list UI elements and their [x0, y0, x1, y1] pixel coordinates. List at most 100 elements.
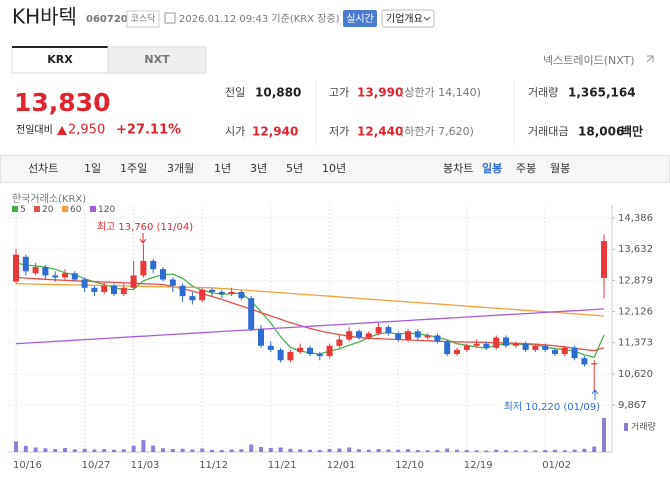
- stock-code: 060720: [86, 14, 128, 25]
- volume-bar: [72, 449, 77, 452]
- stat-value: 12,940: [252, 125, 298, 139]
- stat-value: 18,006: [578, 125, 624, 139]
- volume-bar: [592, 446, 597, 452]
- candle-body: [287, 351, 294, 361]
- legend-label: 60: [70, 205, 82, 215]
- stat-label: 저가: [329, 125, 349, 138]
- y-tick-label: 11,373: [618, 338, 653, 349]
- candle-period-button[interactable]: 월봉: [550, 162, 570, 175]
- candle-body: [120, 287, 127, 295]
- stat-label: 거래량: [528, 86, 558, 99]
- candle-body: [248, 298, 255, 330]
- candle-body: [571, 347, 578, 359]
- tab-label[interactable]: NXT: [144, 53, 170, 66]
- candle-body: [405, 331, 411, 340]
- period-button[interactable]: 1년: [214, 162, 231, 175]
- volume-bar: [82, 448, 87, 452]
- chart: 14,386 13,632 12,879 12,126 11,373 10,620 9,86…: [8, 205, 656, 471]
- candle-body: [395, 333, 402, 340]
- volume-bar: [543, 450, 548, 452]
- candle-body: [267, 345, 274, 350]
- candle-period-button[interactable]: 주봉: [516, 162, 536, 175]
- candle-body: [111, 285, 117, 295]
- candle-body: [552, 349, 558, 355]
- candle-body: [101, 285, 108, 292]
- period-button[interactable]: 3년: [250, 162, 267, 175]
- toolbar-items: 선차트 1일 1주일 3개월 1년 3년 5년 10년 봉차트 일봉 주봉 월봉: [28, 161, 570, 175]
- volume-bar: [131, 445, 136, 452]
- candle-body: [444, 341, 451, 355]
- candle-body: [463, 345, 470, 350]
- volume-bar: [259, 447, 263, 452]
- chart-type-label[interactable]: 선차트: [28, 162, 58, 175]
- volume-bar: [415, 450, 420, 452]
- annotation-arrow: [591, 389, 599, 400]
- volume-bar: [288, 448, 293, 452]
- volume-bar: [445, 448, 450, 452]
- candle-body: [375, 327, 382, 334]
- candle-body: [228, 291, 235, 295]
- y-tick-label: 13,632: [618, 244, 653, 255]
- candle-body: [473, 343, 480, 346]
- candle-body: [179, 285, 186, 297]
- legend-swatch: [12, 206, 18, 212]
- candle-body: [522, 343, 529, 350]
- toolbar: [0, 155, 670, 183]
- candle-body: [532, 345, 539, 350]
- volume-bar: [190, 449, 195, 452]
- candle-body: [42, 267, 49, 276]
- candle-body: [503, 337, 509, 346]
- period-button[interactable]: 10년: [322, 162, 346, 175]
- chart-type-label[interactable]: 봉차트: [443, 162, 473, 175]
- volume-bar: [141, 440, 146, 452]
- y-tick-label: 12,126: [618, 307, 653, 318]
- realtime-button[interactable]: [343, 10, 377, 27]
- volume-bar: [92, 449, 97, 452]
- legend-swatch: [62, 206, 68, 212]
- period-button[interactable]: 1주일: [120, 161, 147, 175]
- candle-body: [32, 267, 39, 274]
- period-button[interactable]: 3개월: [167, 162, 194, 175]
- candle-body: [140, 260, 147, 276]
- timestamp: 2026.01.12 09:43 기준(KRX 장중): [179, 13, 340, 25]
- x-tick-label: 11/21: [268, 460, 297, 471]
- stat-label: 시가: [225, 125, 245, 138]
- x-tick-label: 10/16: [13, 460, 42, 471]
- volume-bar: [366, 449, 371, 452]
- volume-bar: [268, 448, 273, 452]
- candle-body: [336, 339, 343, 346]
- company-button[interactable]: [381, 9, 435, 28]
- candle-period-button[interactable]: 일봉: [482, 161, 502, 175]
- annotation-low: 최저 10,220 (01/09): [504, 401, 600, 413]
- nxt-link[interactable]: 넥스트레이드(NXT): [543, 54, 635, 67]
- candle-body: [493, 337, 500, 348]
- volume-bar: [602, 418, 606, 452]
- legend-swatch: [624, 423, 628, 431]
- candle-body: [346, 331, 353, 340]
- legend-label: 거래량: [631, 421, 656, 433]
- candle-body: [483, 343, 490, 348]
- company-label[interactable]: 기업개요: [386, 12, 423, 25]
- period-button[interactable]: 5년: [286, 162, 303, 175]
- stat-label: 고가: [329, 86, 349, 99]
- candle-body: [414, 331, 421, 338]
- volume-bar: [219, 450, 224, 452]
- tab-label[interactable]: KRX: [47, 53, 73, 66]
- volume-bar: [425, 450, 430, 452]
- volume-bar: [180, 448, 185, 452]
- volume-bar: [14, 441, 18, 452]
- y-tick-label: 10,620: [618, 369, 653, 380]
- stock-name: KH바텍: [12, 5, 77, 29]
- volume-bar: [406, 449, 410, 452]
- ma-line: [15, 308, 605, 345]
- candle-body: [307, 347, 313, 355]
- tab-nxt[interactable]: [107, 46, 207, 74]
- realtime-label[interactable]: 실시간: [346, 13, 374, 25]
- volume-bar: [278, 447, 283, 452]
- candle-body: [454, 349, 460, 355]
- candle-body: [424, 335, 431, 338]
- volume-bar: [504, 450, 508, 452]
- candle-body: [71, 273, 78, 280]
- volume-bar: [533, 450, 538, 452]
- period-button[interactable]: 1일: [84, 161, 101, 175]
